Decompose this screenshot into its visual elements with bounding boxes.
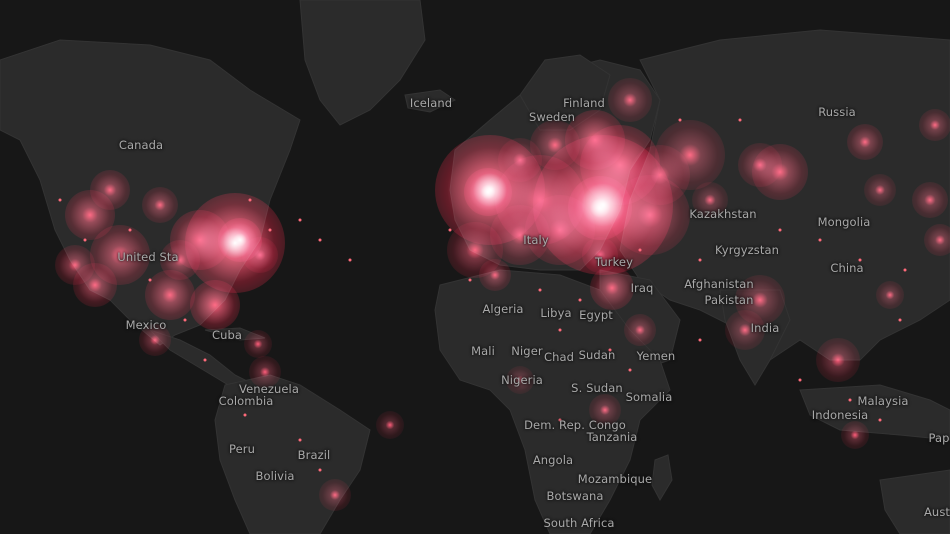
label-s-sudan: S. Sudan	[571, 381, 623, 395]
label-algeria: Algeria	[482, 302, 524, 316]
label-malaysia: Malaysia	[857, 394, 909, 408]
madagascar-shape	[651, 454, 673, 502]
label-mozambique: Mozambique	[577, 472, 653, 486]
label-cuba: Cuba	[211, 328, 243, 342]
greenland-shape	[299, 0, 426, 126]
label-italy: Italy	[523, 233, 549, 247]
indonesia-shape	[799, 384, 950, 441]
label-iceland: Iceland	[409, 96, 453, 110]
label-nigeria: Nigeria	[501, 373, 543, 387]
label-afghanistan: Afghanistan	[684, 277, 754, 291]
label-tanzania: Tanzania	[586, 430, 638, 444]
label-angola: Angola	[532, 453, 574, 467]
label-papua-partial: Pap	[928, 431, 950, 445]
label-sweden: Sweden	[528, 110, 576, 124]
label-mongolia: Mongolia	[817, 215, 871, 229]
iceland-shape	[404, 89, 457, 113]
label-australia-partial: Aust	[923, 505, 950, 519]
label-somalia: Somalia	[625, 390, 673, 404]
label-venezuela: Venezuela	[239, 382, 299, 396]
label-egypt: Egypt	[579, 308, 613, 322]
label-iraq: Iraq	[630, 281, 654, 295]
label-south-africa: South Africa	[543, 516, 615, 530]
label-peru: Peru	[228, 442, 256, 456]
label-india: India	[750, 321, 780, 335]
label-botswana: Botswana	[546, 489, 604, 503]
label-mexico: Mexico	[125, 318, 167, 332]
label-colombia: Colombia	[218, 394, 274, 408]
label-united-states: United Sta	[117, 250, 179, 264]
label-chad: Chad	[543, 350, 575, 364]
label-canada: Canada	[118, 138, 164, 152]
label-china: China	[830, 261, 864, 275]
label-finland: Finland	[563, 96, 605, 110]
label-yemen: Yemen	[636, 349, 676, 363]
label-brazil: Brazil	[297, 448, 331, 462]
label-libya: Libya	[540, 306, 572, 320]
label-indonesia: Indonesia	[811, 408, 869, 422]
australia-shape	[879, 469, 950, 534]
label-pakistan: Pakistan	[704, 293, 754, 307]
label-russia: Russia	[818, 105, 856, 119]
label-dem-rep-congo: Dem. Rep. Congo	[524, 418, 626, 432]
label-kazakhstan: Kazakhstan	[689, 207, 757, 221]
label-bolivia: Bolivia	[255, 469, 295, 483]
label-turkey: Turkey	[594, 255, 634, 269]
label-niger: Niger	[511, 344, 543, 358]
label-mali: Mali	[471, 344, 495, 358]
label-kyrgyzstan: Kyrgyzstan	[714, 243, 780, 257]
label-sudan: Sudan	[578, 348, 616, 362]
